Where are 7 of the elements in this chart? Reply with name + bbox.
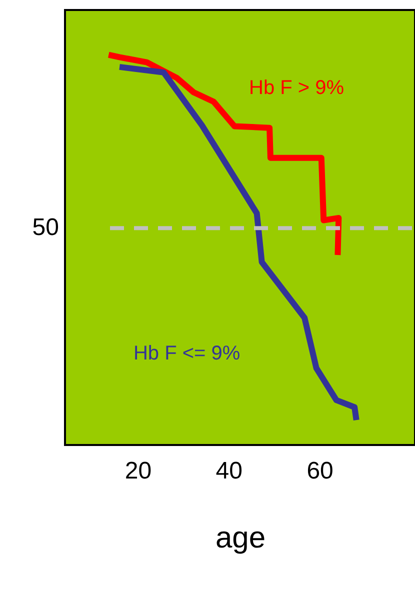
x-axis-title: age <box>215 522 266 554</box>
text: 50 <box>32 214 59 242</box>
x-tick-label: 20 <box>124 458 152 484</box>
text: Hb F <= 9% <box>133 342 240 364</box>
series-label: Hb F > 9% <box>249 76 344 99</box>
x-tick-label: 40 <box>216 458 242 484</box>
x-tick-label: 60 <box>306 458 334 484</box>
